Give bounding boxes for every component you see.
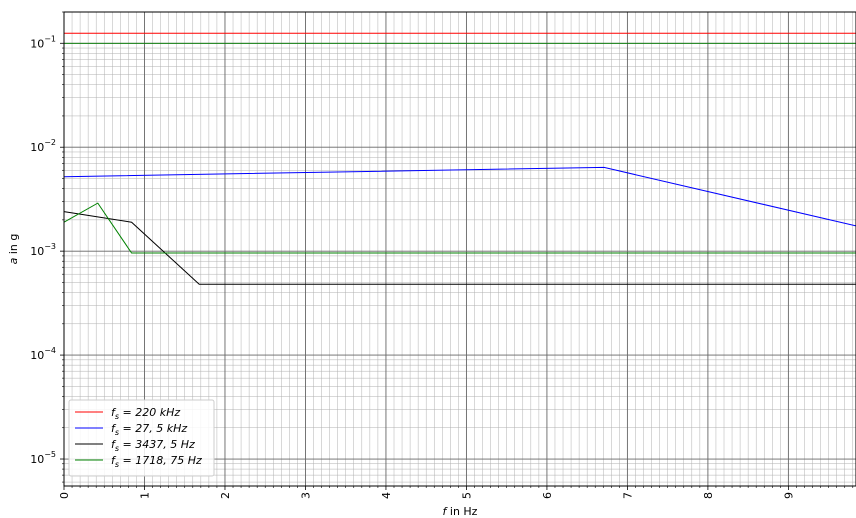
x-tick-label: 6 <box>541 492 554 499</box>
x-axis-label: f in Hz <box>443 505 478 518</box>
series-line <box>63 202 856 254</box>
series-line <box>63 211 856 285</box>
plot-frame <box>63 11 856 487</box>
y-tick-label: 10−1 <box>30 34 56 50</box>
y-axis-label: a in g <box>7 234 20 265</box>
x-tick-label: 5 <box>460 492 473 499</box>
legend-label: fs = 27, 5 kHz <box>111 422 187 437</box>
x-tick-label: 4 <box>380 492 393 499</box>
y-tick-label: 10−3 <box>30 242 56 258</box>
x-tick-label: 9 <box>782 492 795 499</box>
series-layer <box>63 32 856 285</box>
x-axis-ticks: 0 1 2 3 4 5 6 7 8 9 <box>58 486 854 499</box>
x-tick-label: 8 <box>702 492 715 499</box>
minor-grid <box>64 11 856 486</box>
series-line <box>63 166 856 227</box>
legend-label: fs = 1718, 75 Hz <box>111 454 202 469</box>
y-tick-label: 10−5 <box>30 450 56 466</box>
x-tick-label: 1 <box>138 492 151 499</box>
x-tick-label: 3 <box>299 492 312 499</box>
y-tick-label: 10−4 <box>30 346 56 362</box>
y-axis-ticks: 10−5 10−4 10−3 10−2 10−1 <box>30 11 64 483</box>
legend-box <box>68 399 215 477</box>
legend-label: fs = 220 kHz <box>111 406 180 421</box>
y-tick-label: 10−2 <box>30 138 56 154</box>
x-tick-label: 0 <box>58 492 71 499</box>
x-tick-label: 2 <box>219 492 232 499</box>
legend-label: fs = 3437, 5 Hz <box>111 438 195 453</box>
x-tick-label: 7 <box>621 492 634 499</box>
